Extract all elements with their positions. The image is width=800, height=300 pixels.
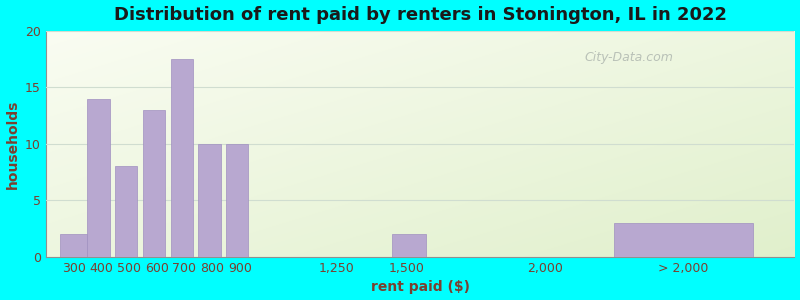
Bar [87, 99, 110, 257]
Bar [226, 144, 248, 257]
Bar [60, 234, 87, 257]
Bar [198, 144, 221, 257]
Y-axis label: households: households [6, 99, 19, 188]
Text: City-Data.com: City-Data.com [585, 51, 674, 64]
Bar [614, 223, 753, 257]
Bar [115, 167, 138, 257]
X-axis label: rent paid ($): rent paid ($) [370, 280, 470, 294]
Bar [143, 110, 165, 257]
Bar [393, 234, 426, 257]
Title: Distribution of rent paid by renters in Stonington, IL in 2022: Distribution of rent paid by renters in … [114, 6, 726, 24]
Bar [170, 59, 193, 257]
